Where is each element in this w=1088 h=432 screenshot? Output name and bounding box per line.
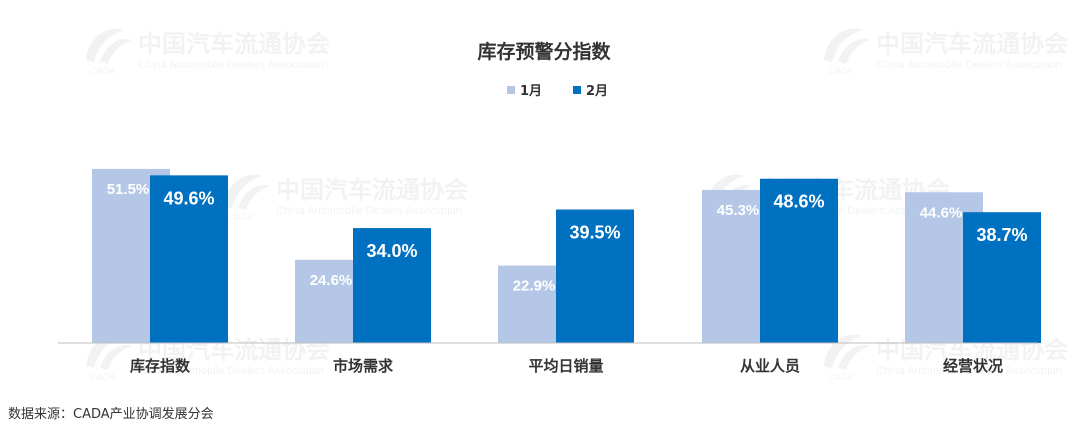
bar-feb [963,212,1041,343]
watermark-subname: China Automobile Dealers Association [876,365,1062,377]
bars: 51.5% 49.6% 24.6% 34.0% 22.9% 39.5% 45.3% 48.6%… [92,168,1041,343]
bar-feb [760,178,838,343]
chart-title: 库存预警分指数 [477,40,611,63]
legend-swatch [507,86,515,94]
watermark-logo-text: CADA [828,372,853,382]
watermark-subname: China Automobile Dealers Association [138,365,324,377]
watermark-logo-text: CADA [90,66,115,76]
data-label: 38.7% [976,225,1027,245]
data-label: 45.3% [717,202,760,219]
data-label: 49.6% [163,188,214,208]
watermark-logo-icon [224,174,270,210]
bar-feb [150,175,228,343]
data-label: 44.6% [920,204,963,221]
legend-label: 2月 [586,84,608,99]
watermark-logo-text: CADA [90,372,115,382]
watermark-logo-text: CADA [828,66,853,76]
data-label: 34.0% [366,241,417,261]
x-tick-label: 经营状况 [943,357,1003,375]
data-label: 39.5% [569,222,620,242]
watermark-name: 中国汽车流通协会 [138,29,330,58]
watermark-subname: China Automobile Dealers Association [276,205,462,217]
watermark-logo-icon [706,174,752,210]
source-note: 数据来源：CADA产业协调发展分会 [8,407,214,422]
watermark-name: 中国汽车流通协会 [876,29,1068,58]
legend: 1月 2月 [507,84,608,99]
watermark-name: 中国汽车流通协会 [276,175,468,204]
data-label: 48.6% [773,192,824,212]
x-tick-labels: 库存指数 市场需求 平均日销量 从业人员 经营状况 [130,357,1003,375]
bar-feb [353,228,431,343]
legend-label: 1月 [520,84,542,99]
watermark-logo-icon [824,28,870,65]
watermark-logo-text: CADA [228,212,253,222]
legend-swatch [573,86,581,94]
watermark-logo-icon [86,28,132,65]
x-tick-label: 从业人员 [740,357,800,375]
watermark-subname: China Automobile Dealers Association [138,59,324,71]
data-label: 24.6% [310,272,353,289]
watermark-subname: China Automobile Dealers Association [876,59,1062,71]
bar-feb [556,209,634,343]
x-tick-label: 平均日销量 [528,357,603,375]
data-label: 51.5% [107,181,150,198]
data-label: 22.9% [513,278,556,295]
x-tick-label: 库存指数 [130,357,191,375]
x-tick-label: 市场需求 [333,357,394,375]
